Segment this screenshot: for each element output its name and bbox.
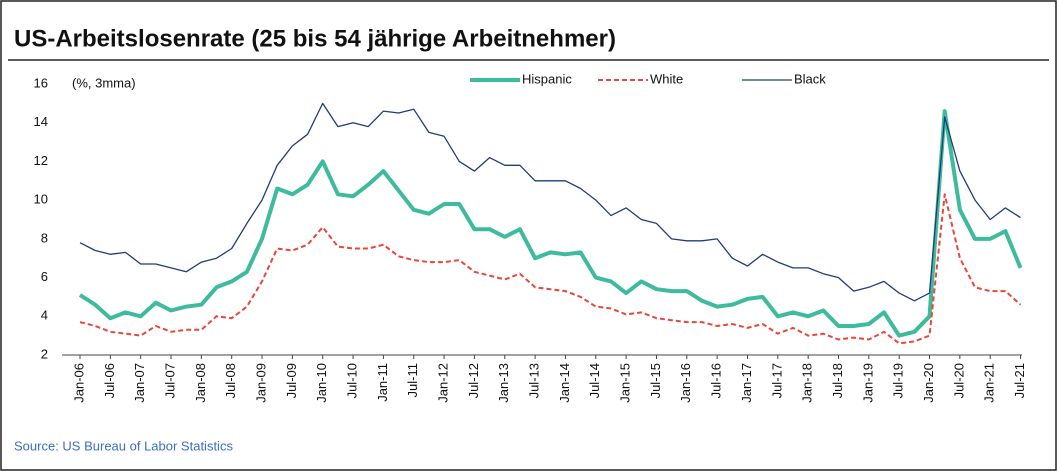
x-tick-label: Jul-15 xyxy=(648,363,663,398)
x-tick-label: Jul-08 xyxy=(223,363,238,398)
x-tick-label: Jul-07 xyxy=(162,363,177,398)
x-tick-label: Jul-20 xyxy=(951,363,966,398)
x-tick-label: Jan-15 xyxy=(618,363,633,403)
y-tick-label: 8 xyxy=(41,230,48,245)
x-tick-label: Jan-12 xyxy=(436,363,451,403)
x-tick-label: Jul-12 xyxy=(466,363,481,398)
y-tick-label: 4 xyxy=(41,308,48,323)
x-tick-label: Jul-06 xyxy=(102,363,117,398)
x-tick-label: Jul-09 xyxy=(284,363,299,398)
x-tick-label: Jan-20 xyxy=(921,363,936,403)
y-tick-label: 12 xyxy=(34,153,48,168)
y-tick-label: 14 xyxy=(34,114,48,129)
x-tick-label: Jul-14 xyxy=(587,363,602,398)
x-tick-label: Jul-18 xyxy=(830,363,845,398)
series-line xyxy=(79,102,1021,302)
x-tick-label: Jan-13 xyxy=(496,363,511,403)
x-tick-label: Jul-10 xyxy=(344,363,359,398)
y-tick-label: 10 xyxy=(34,192,48,207)
y-tick-label: 2 xyxy=(41,346,48,361)
legend-label: Black xyxy=(794,71,826,86)
legend-label: Hispanic xyxy=(522,71,572,86)
x-tick-label: Jan-07 xyxy=(132,363,147,403)
x-tick-label: Jan-21 xyxy=(982,363,997,403)
x-tick-label: Jul-19 xyxy=(891,363,906,398)
x-tick-label: Jan-19 xyxy=(860,363,875,403)
x-tick-label: Jan-06 xyxy=(71,363,86,403)
y-tick-label: 6 xyxy=(41,269,48,284)
x-tick-label: Jan-17 xyxy=(739,363,754,403)
x-tick-label: Jan-16 xyxy=(678,363,693,403)
x-tick-label: Jul-17 xyxy=(769,363,784,398)
x-tick-label: Jan-10 xyxy=(314,363,329,403)
x-tick-label: Jan-14 xyxy=(557,363,572,403)
x-tick-label: Jul-21 xyxy=(1012,363,1027,398)
x-tick-label: Jan-11 xyxy=(375,363,390,402)
legend-label: White xyxy=(650,71,683,86)
x-tick-label: Jan-08 xyxy=(193,363,208,403)
y-tick-label: 16 xyxy=(34,75,48,90)
source: Source: US Bureau of Labor Statistics xyxy=(14,438,233,453)
series-line xyxy=(79,193,1022,345)
x-tick-label: Jul-13 xyxy=(527,363,542,398)
x-tick-label: Jul-11 xyxy=(405,363,420,397)
x-tick-label: Jan-09 xyxy=(253,363,268,403)
x-tick-label: Jul-16 xyxy=(709,363,724,398)
x-tick-label: Jan-18 xyxy=(800,363,815,403)
annotation: (%, 3mma) xyxy=(72,75,136,90)
series-line xyxy=(78,109,1023,338)
chart-title: US-Arbeitslosenrate (25 bis 54 jährige A… xyxy=(14,25,616,52)
